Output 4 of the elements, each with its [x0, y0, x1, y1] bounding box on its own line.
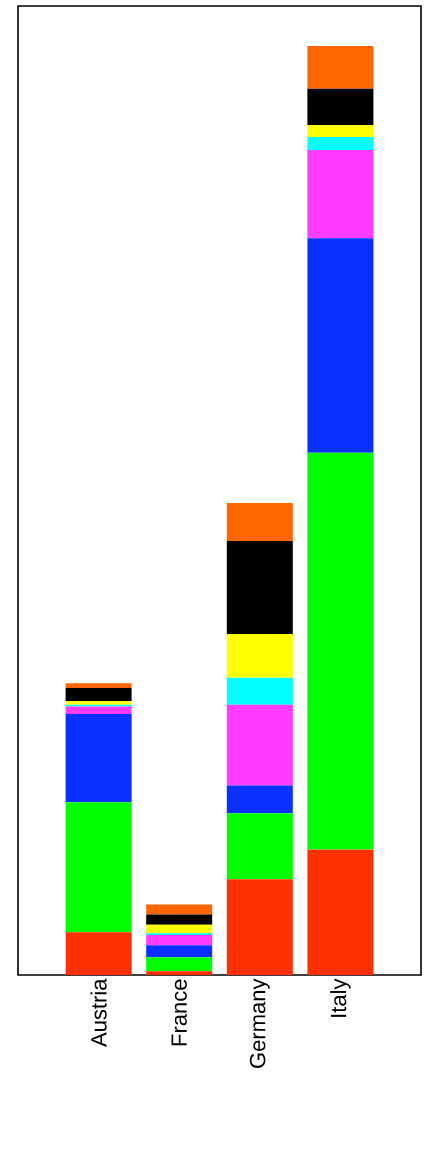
x-tick-label: Germany [249, 978, 270, 1068]
x-tick-label: Austria [90, 978, 107, 1047]
x-tick-label: Italy [330, 978, 351, 1017]
x-tick-label: France [171, 979, 187, 1046]
